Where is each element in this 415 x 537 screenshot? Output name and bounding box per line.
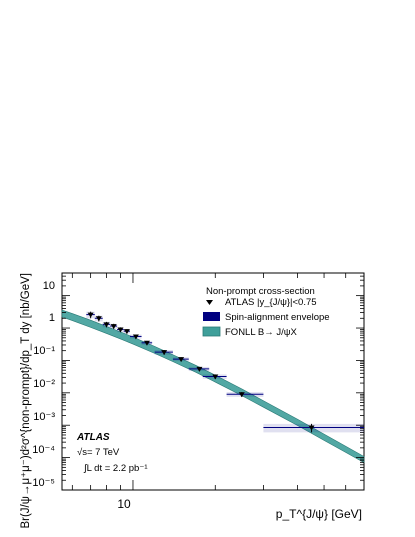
data-point: [196, 366, 203, 372]
data-point: [212, 374, 219, 380]
data-point: [95, 316, 102, 322]
y-tick-label: 1: [49, 312, 55, 324]
lumi-label: ∫L dt = 2.2 pb⁻¹: [83, 463, 148, 474]
legend-marker-triangle: [206, 300, 213, 305]
legend-title: Non-prompt cross-section: [206, 286, 315, 297]
data-point: [238, 392, 245, 398]
data-point: [308, 425, 315, 431]
data-point: [123, 329, 130, 335]
data-point: [178, 357, 185, 363]
atlas-label: ATLAS: [76, 432, 110, 443]
data-point: [161, 350, 168, 356]
x-tick-label: 10: [117, 497, 131, 511]
energy-label: √s= 7 TeV: [77, 447, 120, 458]
legend-label-atlas: ATLAS |y_{J/ψ}|<0.75: [225, 297, 317, 308]
legend-swatch-spin: [203, 312, 220, 321]
legend: ATLAS |y_{J/ψ}|<0.75 Spin-alignment enve…: [202, 297, 330, 338]
data-point: [103, 322, 110, 328]
legend-label-spin: Spin-alignment envelope: [225, 312, 330, 323]
data-points-layer: [86, 311, 364, 433]
y-axis-label: Br(J/ψ→μ⁺μ⁻)d²σ^{non-prompt}/dp_T dy [nb…: [20, 273, 32, 529]
y-tick-label: 10⁻⁵: [32, 477, 55, 489]
data-point: [117, 327, 124, 333]
y-tick-label: 10⁻³: [33, 411, 55, 423]
y-tick-label: 10⁻²: [33, 378, 55, 390]
axis-ticks: [62, 272, 365, 491]
spin-envelope-box: [263, 423, 364, 433]
y-tick-label: 10⁻¹: [33, 345, 55, 357]
data-point: [110, 324, 117, 330]
legend-label-fonll: FONLL B→ J/ψX: [225, 327, 298, 338]
y-tick-label: 10: [43, 280, 55, 292]
y-tick-label: 10⁻⁴: [32, 444, 55, 456]
data-point: [87, 312, 94, 318]
data-point: [143, 340, 150, 346]
data-point: [132, 334, 139, 340]
x-axis-label: p_T^{J/ψ} [GeV]: [276, 507, 362, 521]
legend-swatch-fonll: [202, 326, 221, 337]
plot-frame: [61, 272, 365, 491]
